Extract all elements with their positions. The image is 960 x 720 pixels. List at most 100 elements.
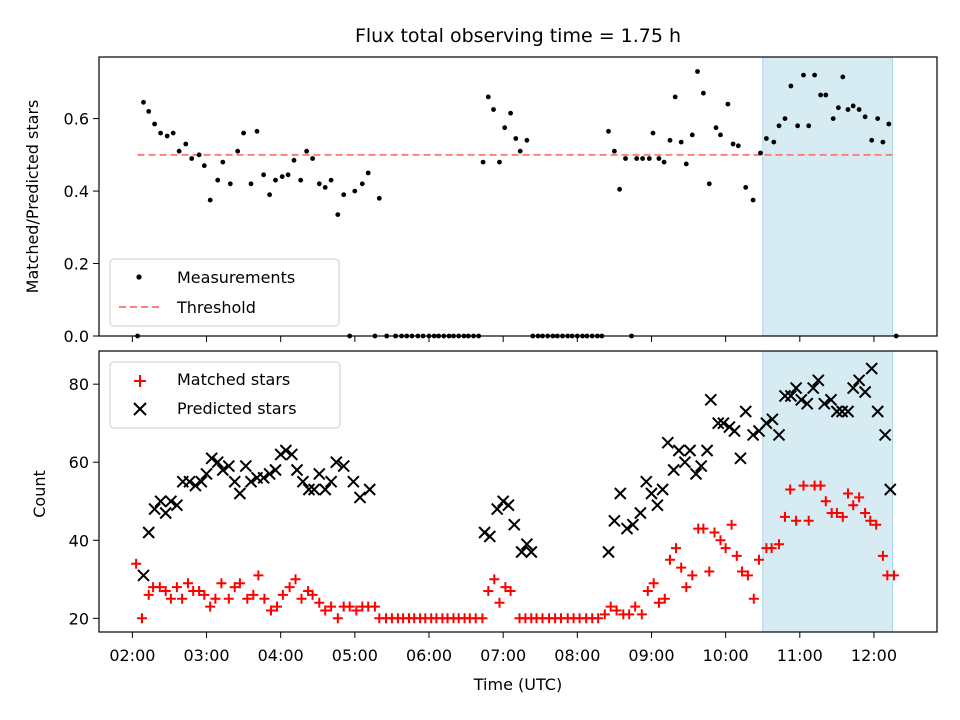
measurement-point — [886, 121, 892, 127]
measurement-point — [215, 177, 221, 183]
matched-star-point — [737, 566, 747, 577]
predicted-star-point — [739, 405, 752, 418]
matched-star-point — [599, 609, 610, 620]
measurement-point — [862, 114, 868, 120]
predicted-star-point — [515, 545, 528, 559]
matched-star-point — [248, 589, 259, 600]
matched-star-point — [165, 593, 176, 604]
matched-star-point — [742, 570, 753, 581]
predicted-star-point — [734, 452, 747, 465]
matched-star-point — [242, 593, 253, 604]
measurement-point — [502, 125, 508, 131]
top-axes-frame — [98, 56, 938, 337]
predicted-star-point — [313, 467, 326, 481]
matched-star-point — [860, 508, 871, 518]
predicted-star-point — [806, 381, 820, 395]
matched-star-point — [731, 550, 742, 561]
x-tick-label: 03:00 — [183, 646, 229, 665]
matched-star-point — [229, 582, 240, 593]
predicted-star-point — [502, 498, 515, 512]
bottom-legend-box — [109, 361, 341, 429]
matched-star-point — [642, 586, 653, 596]
matched-star-point — [803, 515, 814, 526]
predicted-star-point — [858, 385, 872, 399]
matched-star-point — [494, 597, 505, 608]
measurement-point — [656, 156, 662, 161]
measurement-point — [880, 139, 886, 145]
predicted-star-point — [789, 381, 803, 395]
measurement-point — [606, 128, 611, 134]
predicted-star-point — [818, 397, 831, 410]
measurement-point — [812, 72, 817, 78]
x-tick-label: 06:00 — [406, 646, 452, 665]
top-x-ticks — [131, 336, 875, 342]
matched-star-point — [277, 589, 288, 600]
predicted-star-point — [711, 416, 725, 430]
measurement-point — [617, 186, 622, 192]
predicted-star-point — [508, 518, 521, 531]
measurement-point — [365, 170, 371, 176]
legend-predicted-label: Predicted stars — [177, 399, 297, 418]
matched-star-point — [259, 593, 270, 604]
matched-star-point — [774, 539, 784, 550]
matched-star-point — [748, 593, 759, 604]
measurement-point — [758, 150, 763, 156]
matched-star-point — [720, 543, 731, 554]
top-legend: Measurements Threshold — [109, 258, 340, 327]
matched-star-point — [369, 601, 380, 612]
matched-star-point — [351, 605, 362, 616]
measurement-point — [189, 156, 195, 161]
matched-star-point — [177, 593, 188, 604]
predicted-star-point — [296, 475, 310, 488]
measurement-point — [254, 128, 260, 134]
measurement-point — [713, 125, 719, 131]
x-tick-label: 12:00 — [851, 646, 897, 665]
predicted-star-point — [717, 416, 730, 430]
top-legend-box — [109, 258, 340, 327]
matched-star-point — [483, 586, 494, 596]
measurement-point — [491, 107, 496, 112]
measurement-point — [485, 94, 491, 100]
measurement-point — [513, 136, 519, 141]
predicted-star-point — [704, 393, 718, 407]
matched-star-point — [131, 558, 142, 569]
predicted-star-point — [812, 374, 825, 387]
predicted-star-point — [324, 475, 338, 488]
predicted-star-point — [222, 459, 236, 473]
predicted-star-point — [689, 467, 703, 481]
matched-star-point — [653, 597, 664, 608]
measurement-point — [183, 141, 189, 147]
predicted-star-point — [871, 405, 884, 418]
predicted-star-point — [795, 393, 808, 407]
predicted-star-point — [142, 526, 155, 539]
matched-star-point — [216, 578, 227, 589]
predicted-star-point — [672, 444, 686, 457]
measurement-point — [661, 159, 667, 165]
predicted-star-point — [290, 463, 304, 477]
measurement-point — [782, 116, 788, 121]
legend-threshold-label: Threshold — [176, 298, 256, 317]
measurement-point — [201, 163, 207, 169]
bottom-y-tick-label: 80 — [69, 375, 89, 394]
measurement-point — [207, 197, 213, 203]
predicted-star-point — [778, 389, 792, 403]
matched-star-point — [194, 586, 205, 596]
matched-star-point — [726, 519, 737, 530]
predicted-star-point — [683, 444, 697, 457]
top-y-tick-label: 0.0 — [64, 327, 89, 346]
predicted-star-point — [626, 518, 640, 531]
predicted-star-point — [835, 405, 849, 418]
measurement-point — [875, 116, 881, 121]
measurement-point — [845, 107, 851, 112]
matched-star-point — [314, 597, 325, 608]
matched-star-point — [630, 601, 641, 612]
measurement-point — [227, 181, 233, 187]
measurement-points — [135, 69, 899, 339]
measurement-point — [818, 92, 823, 98]
predicted-star-point — [205, 452, 218, 465]
legend-predicted-marker — [133, 402, 147, 416]
predicted-star-point — [800, 397, 814, 410]
predicted-star-point — [483, 530, 497, 543]
matched-star-points — [131, 480, 899, 624]
